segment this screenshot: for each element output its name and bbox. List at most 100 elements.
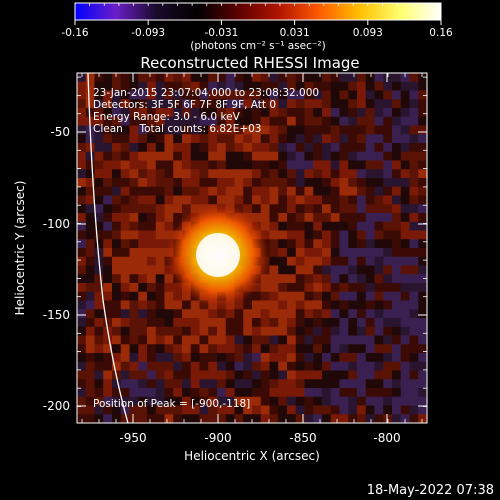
image-pixel [295, 221, 305, 231]
image-pixel [182, 204, 192, 214]
image-pixel [173, 291, 183, 301]
image-pixel [339, 335, 349, 345]
image-pixel [260, 379, 270, 389]
image-pixel [392, 309, 402, 319]
image-pixel [400, 344, 410, 354]
image-pixel [418, 134, 427, 144]
image-pixel [199, 125, 209, 135]
image-pixel [120, 213, 130, 223]
image-pixel [120, 143, 130, 153]
image-pixel [164, 230, 174, 240]
image-pixel [295, 195, 305, 205]
image-pixel [339, 116, 349, 126]
image-pixel [155, 291, 165, 301]
image-pixel [278, 221, 288, 231]
image-pixel [313, 309, 323, 319]
image-pixel [357, 143, 367, 153]
image-pixel [243, 318, 253, 328]
image-pixel [313, 178, 323, 188]
image-pixel [164, 108, 174, 118]
image-pixel [348, 125, 358, 135]
image-pixel [400, 81, 410, 91]
image-pixel [357, 108, 367, 118]
image-pixel [330, 204, 340, 214]
info-line-energy: Energy Range: 3.0 - 6.0 keV [93, 111, 241, 123]
image-pixel [322, 283, 332, 293]
image-pixel [155, 90, 165, 100]
image-pixel [138, 291, 148, 301]
image-pixel [252, 169, 262, 179]
image-pixel [77, 108, 87, 118]
image-pixel [147, 186, 157, 196]
image-pixel [278, 204, 288, 214]
image-pixel [147, 81, 157, 91]
image-pixel [339, 353, 349, 363]
image-pixel [383, 195, 393, 205]
image-pixel [155, 239, 165, 249]
image-pixel [164, 405, 174, 415]
colorbar-tick-label: -0.093 [131, 27, 165, 39]
image-pixel [330, 108, 340, 118]
image-pixel [164, 81, 174, 91]
image-pixel [77, 361, 87, 371]
image-pixel [103, 353, 113, 363]
image-pixel [269, 239, 279, 249]
image-pixel [260, 283, 270, 293]
image-pixel [208, 405, 218, 415]
image-pixel [138, 256, 148, 266]
image-pixel [260, 134, 270, 144]
image-pixel [138, 388, 148, 398]
image-pixel [392, 151, 402, 161]
image-pixel [182, 379, 192, 389]
y-tick-label: -200 [43, 399, 70, 413]
image-pixel [164, 361, 174, 371]
image-pixel [330, 239, 340, 249]
image-pixel [339, 309, 349, 319]
image-pixel [147, 195, 157, 205]
image-pixel [260, 195, 270, 205]
x-tick-label: -850 [289, 431, 316, 445]
image-pixel [182, 396, 192, 406]
image-pixel [199, 379, 209, 389]
image-pixel [418, 221, 427, 231]
image-pixel [304, 186, 314, 196]
image-pixel [173, 178, 183, 188]
image-pixel [365, 300, 375, 310]
image-pixel [77, 239, 87, 249]
image-pixel [225, 73, 235, 83]
image-pixel [383, 81, 393, 91]
image-pixel [225, 414, 235, 423]
image-pixel [103, 388, 113, 398]
image-pixel [120, 344, 130, 354]
image-pixel [190, 326, 200, 336]
image-pixel [77, 81, 87, 91]
image-pixel [190, 361, 200, 371]
image-pixel [155, 186, 165, 196]
image-pixel [330, 309, 340, 319]
image-pixel [155, 309, 165, 319]
image-pixel [357, 256, 367, 266]
image-pixel [225, 195, 235, 205]
image-pixel [365, 204, 375, 214]
image-pixel [392, 143, 402, 153]
image-pixel [418, 125, 427, 135]
image-pixel [155, 143, 165, 153]
image-pixel [278, 90, 288, 100]
image-pixel [138, 143, 148, 153]
image-pixel [400, 178, 410, 188]
image-pixel [409, 178, 419, 188]
image-pixel [357, 274, 367, 284]
image-pixel [322, 73, 332, 83]
image-pixel [112, 248, 122, 258]
image-pixel [190, 151, 200, 161]
image-pixel [77, 326, 87, 336]
image-pixel [322, 81, 332, 91]
image-pixel [400, 195, 410, 205]
image-pixel [199, 90, 209, 100]
image-pixel [313, 414, 323, 423]
image-pixel [339, 221, 349, 231]
image-pixel [304, 353, 314, 363]
image-pixel [313, 169, 323, 179]
image-pixel [225, 361, 235, 371]
